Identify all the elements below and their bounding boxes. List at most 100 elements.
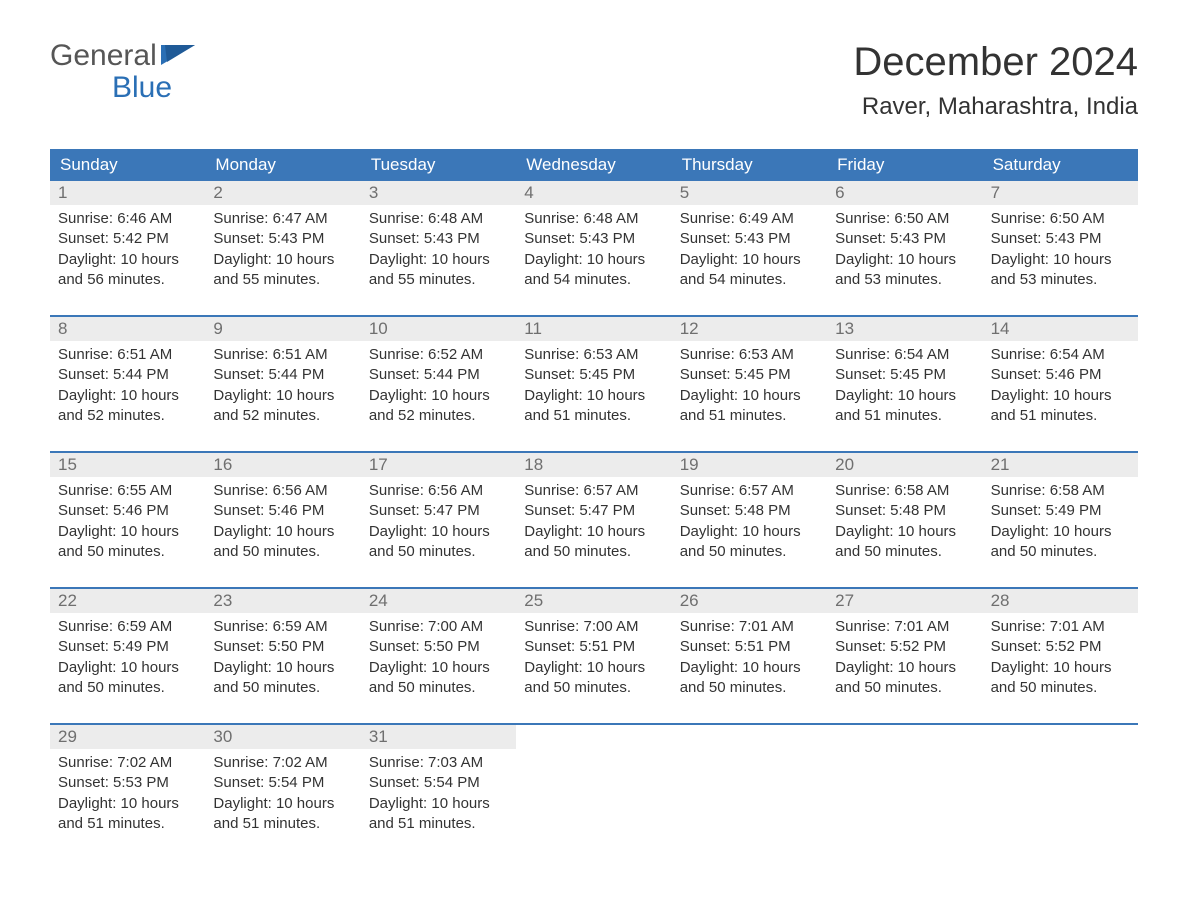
daylight-line-2: and 50 minutes. (991, 678, 1130, 698)
day-number: 13 (827, 317, 982, 341)
sunset-line: Sunset: 5:53 PM (58, 773, 197, 793)
day-number: 8 (50, 317, 205, 341)
day-content: Sunrise: 7:02 AMSunset: 5:54 PMDaylight:… (205, 749, 360, 844)
sunset-line: Sunset: 5:45 PM (680, 365, 819, 385)
day-cell: 7Sunrise: 6:50 AMSunset: 5:43 PMDaylight… (983, 181, 1138, 307)
day-cell: 8Sunrise: 6:51 AMSunset: 5:44 PMDaylight… (50, 317, 205, 443)
day-cell: 10Sunrise: 6:52 AMSunset: 5:44 PMDayligh… (361, 317, 516, 443)
sunrise-line: Sunrise: 7:01 AM (991, 617, 1130, 637)
daylight-line-2: and 54 minutes. (524, 270, 663, 290)
day-content: Sunrise: 6:47 AMSunset: 5:43 PMDaylight:… (205, 205, 360, 300)
daylight-line-1: Daylight: 10 hours (213, 658, 352, 678)
logo-text-general: General (50, 40, 157, 72)
day-content: Sunrise: 6:49 AMSunset: 5:43 PMDaylight:… (672, 205, 827, 300)
daylight-line-1: Daylight: 10 hours (213, 522, 352, 542)
location: Raver, Maharashtra, India (853, 93, 1138, 121)
daylight-line-2: and 50 minutes. (58, 678, 197, 698)
sunset-line: Sunset: 5:44 PM (369, 365, 508, 385)
day-cell: 22Sunrise: 6:59 AMSunset: 5:49 PMDayligh… (50, 589, 205, 715)
weekday-header-cell: Wednesday (516, 149, 671, 181)
day-cell: 31Sunrise: 7:03 AMSunset: 5:54 PMDayligh… (361, 725, 516, 851)
day-number: 18 (516, 453, 671, 477)
day-number: 5 (672, 181, 827, 205)
day-number: 24 (361, 589, 516, 613)
sunset-line: Sunset: 5:43 PM (524, 229, 663, 249)
day-cell (983, 725, 1138, 851)
daylight-line-1: Daylight: 10 hours (991, 250, 1130, 270)
top-bar: General Blue December 2024 Raver, Mahara… (50, 40, 1138, 121)
day-content: Sunrise: 6:53 AMSunset: 5:45 PMDaylight:… (672, 341, 827, 436)
sunrise-line: Sunrise: 7:03 AM (369, 753, 508, 773)
sunset-line: Sunset: 5:51 PM (524, 637, 663, 657)
daylight-line-2: and 50 minutes. (369, 678, 508, 698)
sunset-line: Sunset: 5:42 PM (58, 229, 197, 249)
sunrise-line: Sunrise: 6:59 AM (213, 617, 352, 637)
sunrise-line: Sunrise: 6:51 AM (58, 345, 197, 365)
day-content: Sunrise: 7:01 AMSunset: 5:52 PMDaylight:… (983, 613, 1138, 708)
flag-icon (161, 40, 195, 72)
day-cell: 18Sunrise: 6:57 AMSunset: 5:47 PMDayligh… (516, 453, 671, 579)
day-cell: 23 Sunrise: 6:59 AMSunset: 5:50 PMDayligh… (205, 589, 360, 715)
sunset-line: Sunset: 5:54 PM (213, 773, 352, 793)
sunrise-line: Sunrise: 6:58 AM (835, 481, 974, 501)
daylight-line-1: Daylight: 10 hours (680, 658, 819, 678)
daylight-line-2: and 50 minutes. (524, 678, 663, 698)
weeks-container: 1Sunrise: 6:46 AMSunset: 5:42 PMDaylight… (50, 181, 1138, 851)
daylight-line-1: Daylight: 10 hours (991, 658, 1130, 678)
sunset-line: Sunset: 5:45 PM (524, 365, 663, 385)
day-cell (827, 725, 982, 851)
sunrise-line: Sunrise: 6:46 AM (58, 209, 197, 229)
day-cell: 11Sunrise: 6:53 AMSunset: 5:45 PMDayligh… (516, 317, 671, 443)
day-content: Sunrise: 6:56 AMSunset: 5:46 PMDaylight:… (205, 477, 360, 572)
day-number: 19 (672, 453, 827, 477)
daylight-line-1: Daylight: 10 hours (58, 658, 197, 678)
day-number: 17 (361, 453, 516, 477)
day-number: 31 (361, 725, 516, 749)
daylight-line-2: and 54 minutes. (680, 270, 819, 290)
sunset-line: Sunset: 5:43 PM (369, 229, 508, 249)
day-content: Sunrise: 6:54 AMSunset: 5:46 PMDaylight:… (983, 341, 1138, 436)
day-content: Sunrise: 7:02 AMSunset: 5:53 PMDaylight:… (50, 749, 205, 844)
day-cell: 27Sunrise: 7:01 AMSunset: 5:52 PMDayligh… (827, 589, 982, 715)
daylight-line-1: Daylight: 10 hours (369, 522, 508, 542)
day-cell: 6Sunrise: 6:50 AMSunset: 5:43 PMDaylight… (827, 181, 982, 307)
sunset-line: Sunset: 5:46 PM (58, 501, 197, 521)
day-number: 14 (983, 317, 1138, 341)
sunrise-line: Sunrise: 6:53 AM (524, 345, 663, 365)
day-content: Sunrise: 6:46 AMSunset: 5:42 PMDaylight:… (50, 205, 205, 300)
daylight-line-1: Daylight: 10 hours (991, 522, 1130, 542)
day-cell: 15Sunrise: 6:55 AMSunset: 5:46 PMDayligh… (50, 453, 205, 579)
logo: General Blue (50, 40, 195, 103)
sunrise-line: Sunrise: 6:51 AM (213, 345, 352, 365)
daylight-line-1: Daylight: 10 hours (58, 250, 197, 270)
daylight-line-2: and 52 minutes. (213, 406, 352, 426)
day-number: 6 (827, 181, 982, 205)
day-content: Sunrise: 7:01 AMSunset: 5:52 PMDaylight:… (827, 613, 982, 708)
week-row: 22Sunrise: 6:59 AMSunset: 5:49 PMDayligh… (50, 587, 1138, 715)
sunset-line: Sunset: 5:50 PM (213, 637, 352, 657)
sunrise-line: Sunrise: 7:00 AM (369, 617, 508, 637)
calendar: SundayMondayTuesdayWednesdayThursdayFrid… (50, 149, 1138, 851)
daylight-line-2: and 50 minutes. (680, 678, 819, 698)
day-number: 7 (983, 181, 1138, 205)
day-content: Sunrise: 7:03 AMSunset: 5:54 PMDaylight:… (361, 749, 516, 844)
logo-text-blue: Blue (112, 72, 172, 104)
daylight-line-1: Daylight: 10 hours (680, 386, 819, 406)
day-number: 23 (205, 589, 360, 613)
daylight-line-1: Daylight: 10 hours (524, 658, 663, 678)
week-row: 15Sunrise: 6:55 AMSunset: 5:46 PMDayligh… (50, 451, 1138, 579)
month-title: December 2024 (853, 40, 1138, 85)
daylight-line-2: and 51 minutes. (680, 406, 819, 426)
sunset-line: Sunset: 5:43 PM (835, 229, 974, 249)
weekday-header-cell: Saturday (983, 149, 1138, 181)
day-cell: 19Sunrise: 6:57 AMSunset: 5:48 PMDayligh… (672, 453, 827, 579)
day-cell: 28Sunrise: 7:01 AMSunset: 5:52 PMDayligh… (983, 589, 1138, 715)
day-cell: 16Sunrise: 6:56 AMSunset: 5:46 PMDayligh… (205, 453, 360, 579)
daylight-line-1: Daylight: 10 hours (58, 794, 197, 814)
day-cell: 9Sunrise: 6:51 AMSunset: 5:44 PMDaylight… (205, 317, 360, 443)
daylight-line-1: Daylight: 10 hours (835, 658, 974, 678)
daylight-line-1: Daylight: 10 hours (58, 522, 197, 542)
week-row: 8 Sunrise: 6:51 AM Sunset: 5:44 PM Daylight… (50, 315, 1138, 443)
day-content: Sunrise: 6:48 AMSunset: 5:43 PMDaylight:… (361, 205, 516, 300)
sunset-line: Sunset: 5:48 PM (835, 501, 974, 521)
